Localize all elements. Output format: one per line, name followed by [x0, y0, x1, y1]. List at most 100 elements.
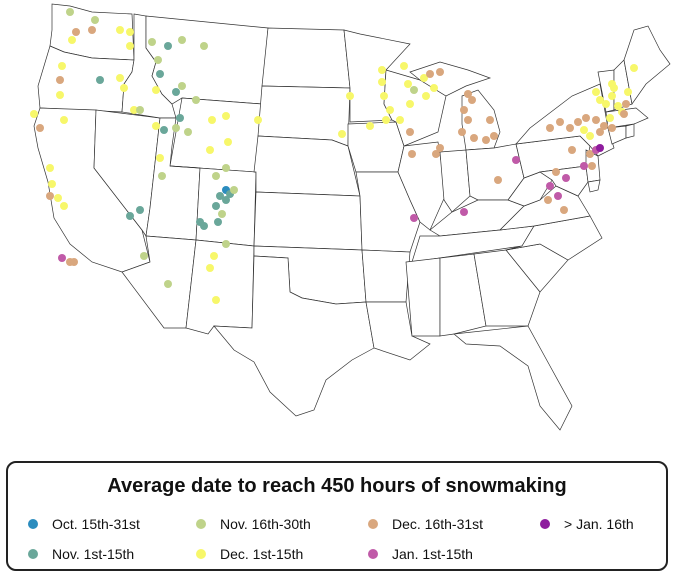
legend-item-nov16-30: Nov. 16th-30th — [196, 514, 311, 534]
site-marker — [212, 202, 220, 210]
site-marker — [216, 192, 224, 200]
site-marker — [224, 138, 232, 146]
site-marker — [460, 208, 468, 216]
site-marker — [254, 116, 262, 124]
site-marker — [586, 132, 594, 140]
state-florida — [453, 325, 573, 431]
site-marker — [468, 96, 476, 104]
site-marker — [436, 68, 444, 76]
site-marker — [126, 28, 134, 36]
state-new-mexico — [185, 239, 255, 335]
site-marker — [70, 258, 78, 266]
site-marker — [130, 106, 138, 114]
site-marker — [46, 192, 54, 200]
site-marker — [546, 182, 554, 190]
site-marker — [210, 252, 218, 260]
site-marker — [176, 114, 184, 122]
site-marker — [410, 86, 418, 94]
site-marker — [152, 86, 160, 94]
site-marker — [566, 124, 574, 132]
site-marker — [608, 80, 616, 88]
site-marker — [406, 100, 414, 108]
site-marker — [596, 128, 604, 136]
map-area — [30, 3, 671, 431]
site-marker — [120, 84, 128, 92]
site-marker — [544, 196, 552, 204]
site-marker — [582, 114, 590, 122]
site-marker — [614, 102, 622, 110]
site-marker — [178, 82, 186, 90]
site-marker — [408, 150, 416, 158]
site-marker — [200, 42, 208, 50]
site-marker — [568, 146, 576, 154]
site-marker — [382, 116, 390, 124]
site-marker — [592, 88, 600, 96]
site-marker — [552, 168, 560, 176]
site-marker — [586, 150, 594, 158]
site-marker — [230, 186, 238, 194]
site-marker — [172, 88, 180, 96]
site-marker — [592, 116, 600, 124]
legend-swatch-jan1-15 — [368, 549, 378, 559]
legend-item-dec16-31: Dec. 16th-31st — [368, 514, 483, 534]
site-marker — [404, 80, 412, 88]
state-louisiana — [365, 301, 431, 361]
site-marker — [56, 91, 64, 99]
legend-label-jan1-15: Jan. 1st-15th — [392, 546, 473, 562]
site-marker — [608, 124, 616, 132]
site-marker — [214, 218, 222, 226]
state-maine — [623, 25, 671, 105]
site-marker — [152, 122, 160, 130]
state-boundaries — [33, 3, 671, 431]
site-marker — [54, 194, 62, 202]
site-marker — [620, 110, 628, 118]
site-marker — [546, 124, 554, 132]
state-montana — [145, 15, 269, 105]
site-marker — [378, 66, 386, 74]
site-marker — [154, 56, 162, 64]
site-marker — [512, 156, 520, 164]
site-marker — [96, 76, 104, 84]
site-marker — [222, 164, 230, 172]
legend-item-nov1-15: Nov. 1st-15th — [28, 544, 134, 564]
site-marker — [458, 128, 466, 136]
site-marker — [88, 26, 96, 34]
site-marker — [136, 206, 144, 214]
site-marker — [622, 100, 630, 108]
legend-item-oct15-31: Oct. 15th-31st — [28, 514, 140, 534]
state-delaware — [587, 179, 601, 193]
state-iowa — [347, 121, 405, 173]
site-marker — [366, 122, 374, 130]
site-marker — [494, 176, 502, 184]
site-marker — [116, 26, 124, 34]
site-marker — [588, 162, 596, 170]
state-georgia — [473, 249, 541, 327]
site-marker — [422, 92, 430, 100]
legend: Average date to reach 450 hours of snowm… — [6, 461, 668, 571]
site-marker — [464, 90, 472, 98]
us-map — [30, 3, 671, 431]
state-alabama — [439, 253, 487, 337]
legend-swatch-nov1-15 — [28, 549, 38, 559]
site-marker — [136, 106, 144, 114]
site-marker — [556, 118, 564, 126]
legend-label-nov1-15: Nov. 1st-15th — [52, 546, 135, 562]
site-marker — [56, 76, 64, 84]
site-marker — [380, 92, 388, 100]
site-marker — [580, 126, 588, 134]
state-rhode-island — [625, 123, 635, 139]
site-marker — [602, 100, 610, 108]
legend-title: Average date to reach 450 hours of snowm… — [107, 475, 567, 497]
site-marker — [36, 124, 44, 132]
site-marker — [386, 106, 394, 114]
site-marker — [596, 96, 604, 104]
site-marker — [580, 162, 588, 170]
legend-item-jan1-15: Jan. 1st-15th — [368, 544, 473, 564]
site-marker — [60, 116, 68, 124]
site-marker — [140, 252, 148, 260]
legend-item-dec1-15: Dec. 1st-15th — [196, 544, 303, 564]
site-marker — [464, 116, 472, 124]
site-marker — [630, 64, 638, 72]
site-marker — [338, 130, 346, 138]
site-marker — [72, 28, 80, 36]
